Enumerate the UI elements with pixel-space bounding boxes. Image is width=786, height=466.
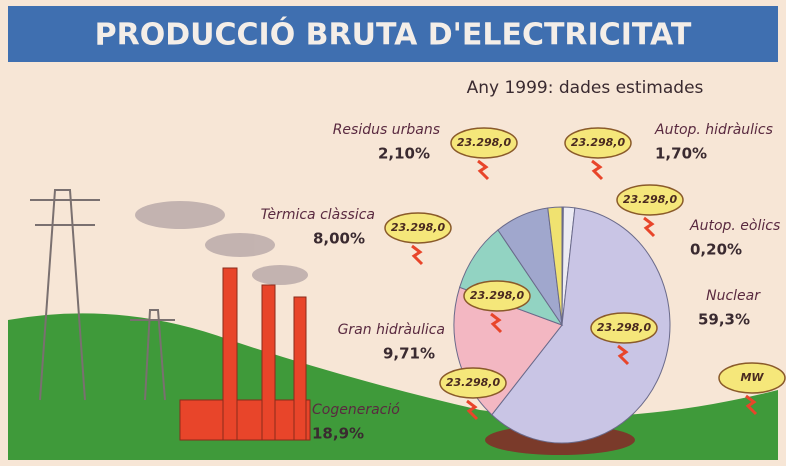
value-label: 18,9% <box>312 425 364 443</box>
labels: Autop. eòlics 0,20% 23.298,0 Autop. hidràul… <box>261 122 786 443</box>
badge-label: 23.298,0 <box>391 221 446 234</box>
value-label: 1,70% <box>655 145 707 163</box>
badge-label-bg <box>463 280 531 312</box>
lightning-icon <box>490 312 503 334</box>
value-label: 0,20% <box>690 241 742 259</box>
chart-subtitle: Any 1999: dades estimades <box>467 78 704 98</box>
lightning-icon <box>411 244 424 266</box>
category-label: Tèrmica clàssica <box>261 207 375 223</box>
factory <box>179 267 311 441</box>
badge-label: 23.298,0 <box>597 321 652 334</box>
badge-label: 23.298,0 <box>571 136 626 149</box>
lightning-icon <box>466 399 479 421</box>
value-label: 2,10% <box>378 145 430 163</box>
value-label: 9,71% <box>383 345 435 363</box>
badge-label: 23.298,0 <box>457 136 512 149</box>
pie-slice <box>547 206 563 326</box>
badge-label: 23.298,0 <box>470 289 525 302</box>
pylons <box>30 189 175 401</box>
lightning-icon <box>591 159 604 181</box>
category-label: Autop. eòlics <box>689 218 780 234</box>
badge-label: 23.298,0 <box>446 376 501 389</box>
category-label: Gran hidràulica <box>338 322 445 338</box>
value-label: 59,3% <box>698 311 750 329</box>
lightning-icon <box>745 394 758 416</box>
lightning-icon <box>643 216 656 238</box>
smoke <box>135 201 308 285</box>
unit-label: MW <box>740 371 764 384</box>
badge-label-bg <box>564 127 632 159</box>
category-label: Cogeneració <box>312 402 400 418</box>
category-label: Autop. hidràulics <box>654 122 773 138</box>
value-label: 8,00% <box>313 230 365 248</box>
chart-title: PRODUCCIÓ BRUTA D'ELECTRICITAT <box>95 16 692 53</box>
badge-label-bg <box>439 367 507 399</box>
title-band <box>8 6 778 62</box>
category-label: Nuclear <box>706 288 761 304</box>
badge-label: 23.298,0 <box>623 193 678 206</box>
badge-label-bg <box>590 312 658 344</box>
pie-slice <box>491 207 671 444</box>
badge-label-bg <box>616 184 684 216</box>
unit-label-bg <box>718 362 786 394</box>
badge-label-bg <box>450 127 518 159</box>
lightning-icon <box>477 159 490 181</box>
category-label: Residus urbans <box>333 122 440 138</box>
badge-label-bg <box>384 212 452 244</box>
lightning-icon <box>617 344 630 366</box>
